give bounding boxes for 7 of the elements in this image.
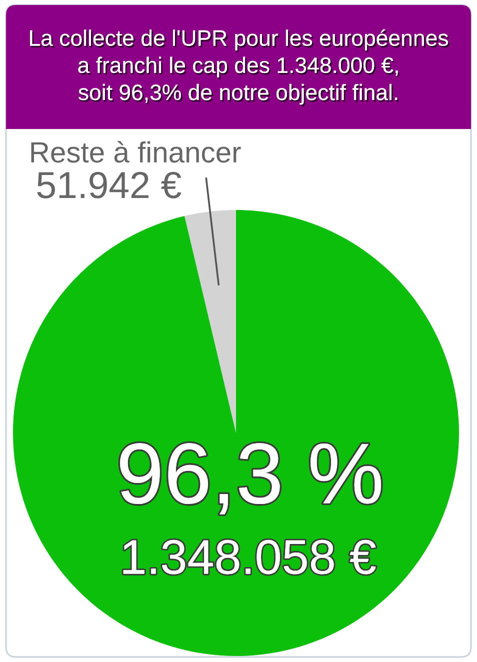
pie-slice [13, 210, 459, 656]
chart-title: La collecte de l'UPR pour les européennes a franchi le cap des 1.348.000 €, soit 96,3% de notre objectif final. [30, 29, 450, 106]
pie-slice [184, 210, 236, 433]
text: 96,3 % [120, 443, 382, 514]
data-label: 51.942 € [37, 172, 182, 198]
data-label: 1.348.058 € [123, 540, 376, 574]
slice-label: Reste à financer [31, 140, 241, 163]
